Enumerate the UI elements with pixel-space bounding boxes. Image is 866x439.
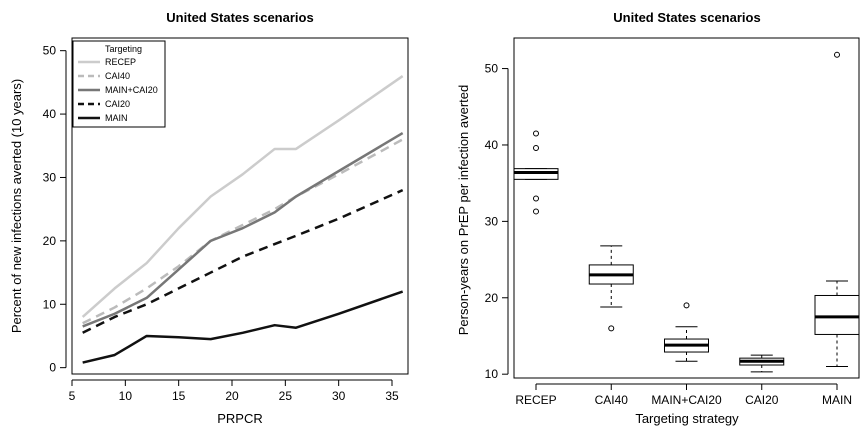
series-line-main: [82, 290, 404, 364]
y-tick-label: 10: [485, 367, 499, 381]
x-tick-label: CAI40: [595, 393, 629, 407]
legend-label: MAIN+CAI20: [105, 85, 158, 95]
left-plot-area: 5 10 15 20 25 30 35 0 10 20 30 40 50: [43, 44, 404, 403]
y-tick-label: 30: [485, 214, 499, 228]
legend-label: MAIN: [105, 113, 128, 123]
outlier-main-cai20: [683, 302, 690, 309]
y-tick-label: 40: [485, 138, 499, 152]
y-tick-label: 50: [43, 44, 57, 58]
left-chart-title: United States scenarios: [166, 10, 313, 25]
x-tick-label: MAIN: [822, 393, 852, 407]
series-line-main-cai20: [82, 132, 404, 328]
outlier-cai40: [608, 325, 615, 332]
right-plot-border: [513, 37, 860, 379]
y-tick-label: 40: [43, 107, 57, 121]
y-tick-label: 10: [43, 297, 57, 311]
right-y-axis-label: Person-years on PrEP per infection avert…: [456, 85, 471, 336]
outlier-recep: [533, 130, 539, 137]
left-x-axis-label: PRPCR: [217, 411, 263, 426]
right-plot-area: 10 20 30 40 50 RECEP CAI40 MAIN+CAI20 CAI20 MAIN: [485, 51, 860, 407]
y-tick-label: 0: [49, 361, 56, 375]
x-tick-label: MAIN+CAI20: [651, 393, 722, 407]
x-tick-label: 25: [279, 389, 293, 403]
legend-label: RECEP: [105, 57, 136, 67]
legend-label: CAI40: [105, 71, 130, 81]
x-tick-label: 10: [119, 389, 133, 403]
outlier-recep: [533, 208, 539, 215]
legend-box: [72, 40, 166, 128]
y-tick-label: 30: [43, 170, 57, 184]
legend-title: Targeting: [105, 44, 142, 54]
x-tick-label: 35: [385, 389, 399, 403]
x-tick-label: 20: [225, 389, 239, 403]
series-line-cai40: [82, 138, 404, 325]
outlier-recep: [533, 195, 539, 202]
left-legend: Targeting RECEP CAI40 MAIN+CAI20 CAI20 MAIN: [72, 40, 166, 128]
y-tick-label: 20: [485, 291, 499, 305]
y-tick-label: 20: [43, 234, 57, 248]
box-main: [814, 294, 860, 335]
series-line-recep: [81, 75, 404, 318]
x-tick-label: 15: [172, 389, 186, 403]
legend-label: CAI20: [105, 99, 130, 109]
y-tick-label: 50: [485, 62, 499, 76]
outlier-main: [834, 51, 840, 58]
series-line-cai20: [82, 189, 404, 334]
x-tick-label: CAI20: [745, 393, 779, 407]
left-y-axis-label: Percent of new infections averted (10 ye…: [9, 79, 24, 333]
right-x-axis-label: Targeting strategy: [635, 411, 739, 426]
box-recep: [513, 168, 559, 180]
x-tick-label: 30: [332, 389, 346, 403]
left-plot-border: [71, 37, 409, 375]
x-tick-label: 5: [69, 389, 76, 403]
x-tick-label: RECEP: [515, 393, 556, 407]
right-chart-title: United States scenarios: [613, 10, 760, 25]
outlier-recep: [533, 145, 539, 152]
